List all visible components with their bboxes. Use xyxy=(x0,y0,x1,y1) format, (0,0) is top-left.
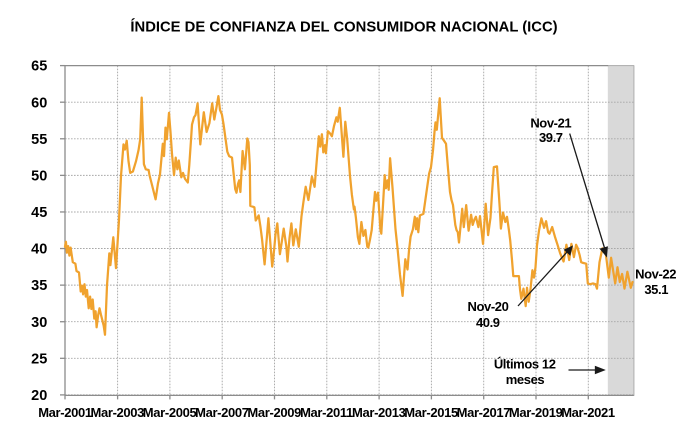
svg-text:Nov-20: Nov-20 xyxy=(468,299,509,314)
svg-text:35.1: 35.1 xyxy=(644,282,668,297)
svg-text:Últimos 12: Últimos 12 xyxy=(494,356,556,371)
svg-text:Nov-21: Nov-21 xyxy=(530,116,571,131)
svg-text:35: 35 xyxy=(31,278,47,294)
svg-text:40: 40 xyxy=(31,242,47,258)
svg-text:Mar-2009: Mar-2009 xyxy=(247,405,301,420)
svg-text:65: 65 xyxy=(31,59,47,75)
svg-text:ÍNDICE DE CONFIANZA DEL CONSUM: ÍNDICE DE CONFIANZA DEL CONSUMIDOR NACIO… xyxy=(130,19,557,36)
svg-text:Mar-2017: Mar-2017 xyxy=(457,405,511,420)
svg-text:40.9: 40.9 xyxy=(476,315,500,330)
svg-text:39.7: 39.7 xyxy=(539,130,563,145)
svg-text:Nov-22: Nov-22 xyxy=(635,267,676,282)
svg-text:Mar-2001: Mar-2001 xyxy=(38,405,92,420)
svg-text:60: 60 xyxy=(31,95,47,111)
svg-text:Mar-2011: Mar-2011 xyxy=(300,405,353,420)
svg-text:Mar-2021: Mar-2021 xyxy=(561,405,615,420)
svg-text:20: 20 xyxy=(31,388,47,404)
svg-text:Mar-2013: Mar-2013 xyxy=(352,405,406,420)
svg-text:Mar-2019: Mar-2019 xyxy=(509,405,563,420)
svg-text:50: 50 xyxy=(31,169,47,185)
svg-text:Mar-2015: Mar-2015 xyxy=(404,405,458,420)
svg-text:meses: meses xyxy=(506,372,545,387)
svg-text:Mar-2003: Mar-2003 xyxy=(91,405,145,420)
svg-text:25: 25 xyxy=(31,351,47,367)
svg-text:55: 55 xyxy=(31,132,47,148)
svg-text:Mar-2005: Mar-2005 xyxy=(143,405,197,420)
svg-text:45: 45 xyxy=(31,205,47,221)
svg-text:30: 30 xyxy=(31,315,47,331)
svg-text:Mar-2007: Mar-2007 xyxy=(195,405,249,420)
